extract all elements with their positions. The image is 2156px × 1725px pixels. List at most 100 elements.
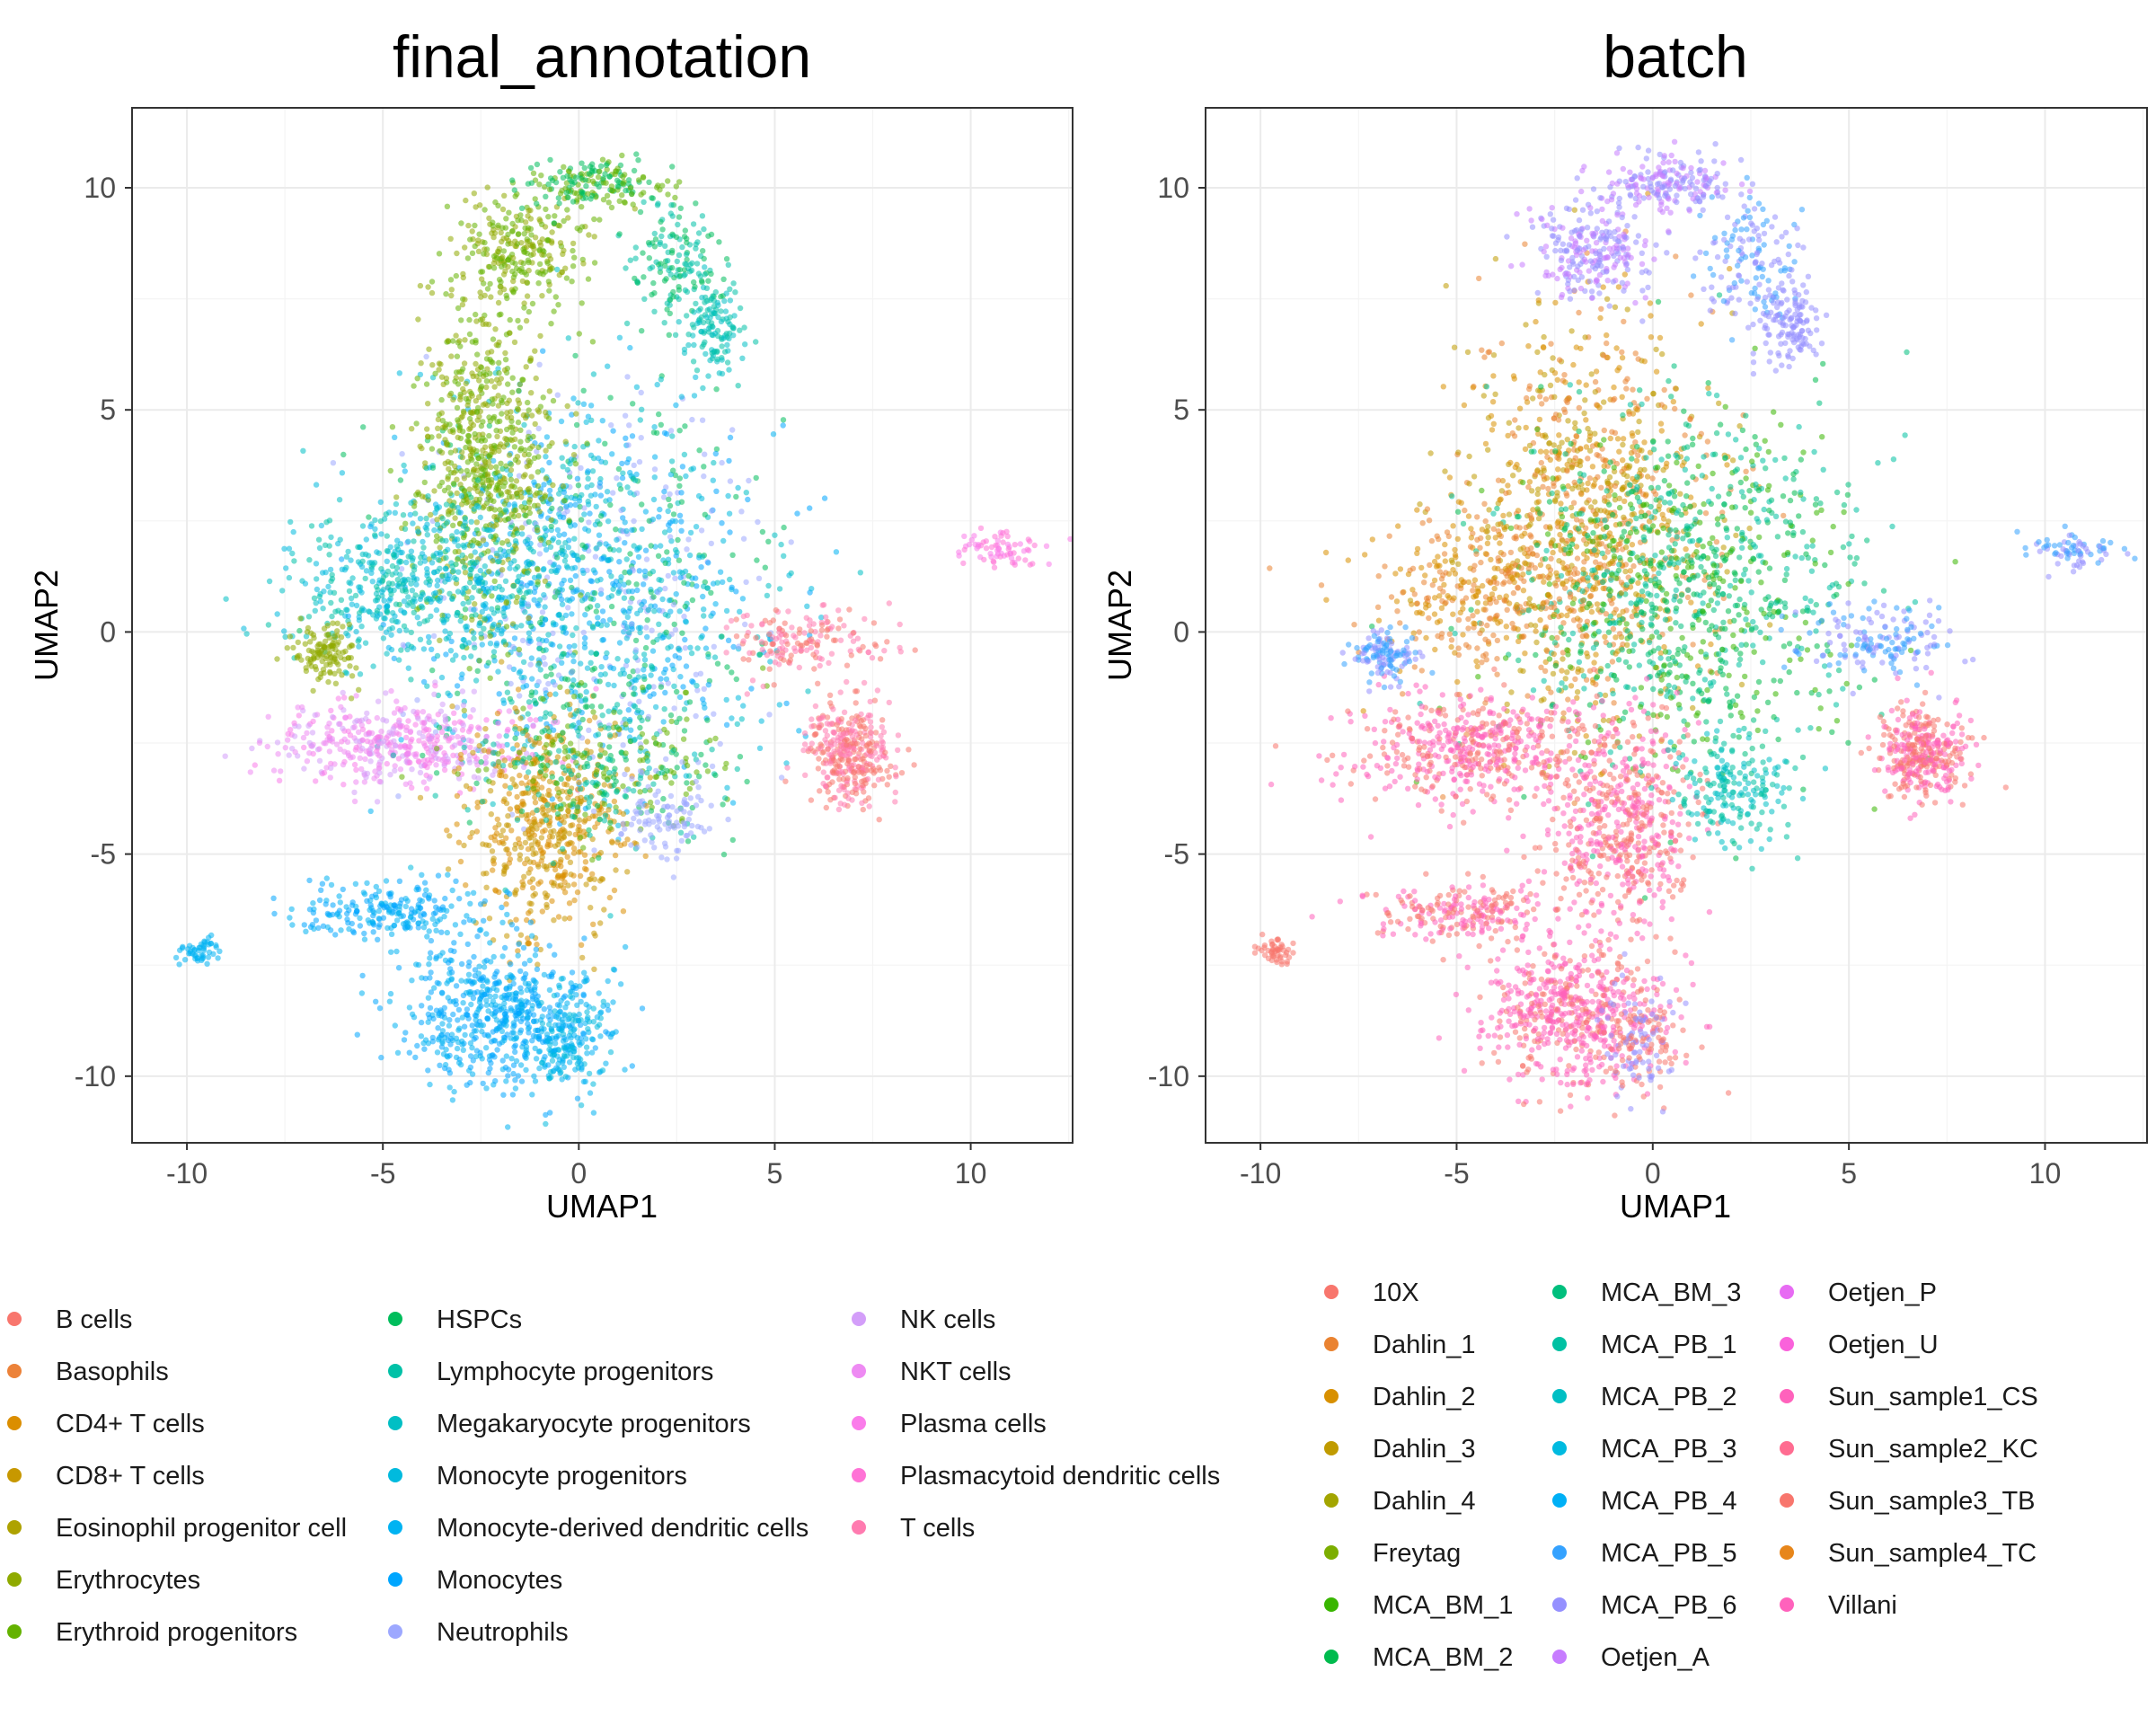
scatter-point — [638, 745, 644, 751]
scatter-point — [601, 782, 607, 788]
scatter-point — [437, 544, 443, 551]
scatter-point — [782, 647, 789, 653]
scatter-point — [573, 759, 579, 765]
scatter-point — [509, 719, 516, 725]
scatter-point — [494, 710, 501, 717]
scatter-point — [539, 908, 545, 915]
scatter-point — [580, 570, 587, 576]
scatter-point — [531, 816, 537, 822]
scatter-point — [782, 632, 790, 639]
scatter-point — [560, 845, 566, 852]
scatter-point — [625, 707, 632, 713]
scatter-point — [511, 635, 518, 641]
scatter-point — [735, 484, 741, 491]
scatter-point — [499, 919, 506, 925]
scatter-point — [874, 756, 880, 763]
scatter-point — [522, 415, 529, 421]
scatter-point — [499, 763, 507, 769]
scatter-point — [625, 442, 632, 448]
scatter-point — [590, 371, 597, 377]
scatter-point — [460, 429, 466, 435]
scatter-point — [592, 933, 598, 939]
scatter-point — [701, 686, 707, 692]
scatter-point — [747, 650, 753, 656]
scatter-point — [455, 569, 462, 575]
scatter-point — [508, 483, 515, 490]
scatter-point — [450, 752, 456, 758]
scatter-point — [622, 519, 628, 526]
scatter-point — [556, 748, 562, 754]
scatter-point — [464, 913, 470, 919]
scatter-point — [666, 496, 672, 502]
scatter-point — [667, 502, 674, 509]
scatter-point — [350, 929, 358, 936]
scatter-point — [318, 670, 324, 677]
scatter-point — [420, 720, 428, 726]
scatter-point — [656, 514, 662, 520]
scatter-point — [501, 757, 508, 764]
scatter-point — [543, 817, 550, 823]
scatter-point — [623, 556, 630, 562]
scatter-point — [623, 721, 629, 728]
scatter-point — [480, 585, 487, 592]
scatter-point — [610, 428, 616, 434]
scatter-point — [653, 730, 660, 738]
scatter-point — [288, 906, 295, 913]
scatter-point — [767, 659, 773, 665]
scatter-point — [615, 547, 623, 553]
scatter-point — [632, 647, 640, 653]
scatter-point — [546, 487, 553, 494]
scatter-point — [772, 532, 778, 538]
scatter-point — [543, 710, 549, 716]
scatter-point — [503, 463, 509, 469]
scatter-point — [586, 827, 592, 834]
scatter-point — [467, 713, 473, 721]
scatter-point — [853, 756, 859, 763]
scatter-point — [459, 552, 465, 559]
scatter-point — [522, 609, 528, 615]
scatter-point — [642, 644, 649, 651]
scatter-point — [528, 473, 535, 480]
scatter-point — [352, 592, 359, 599]
scatter-point — [414, 376, 420, 382]
scatter-point — [689, 416, 695, 423]
scatter-point — [621, 595, 628, 601]
scatter-point — [316, 897, 323, 904]
scatter-point — [529, 443, 535, 449]
scatter-point — [566, 643, 572, 650]
scatter-point — [312, 712, 318, 719]
scatter-point — [853, 700, 859, 706]
scatter-point — [512, 538, 519, 544]
scatter-point — [628, 727, 634, 733]
scatter-point — [645, 606, 651, 614]
scatter-point — [580, 754, 587, 761]
scatter-point — [493, 550, 499, 557]
scatter-point — [396, 627, 402, 634]
scatter-point — [676, 512, 684, 518]
scatter-point — [817, 632, 824, 639]
scatter-point — [603, 654, 609, 661]
scatter-point — [841, 623, 847, 629]
scatter-point — [712, 601, 719, 607]
scatter-point — [512, 735, 518, 741]
scatter-point — [371, 775, 377, 782]
scatter-point — [535, 502, 541, 509]
scatter-point — [543, 673, 550, 679]
scatter-point — [414, 615, 420, 621]
scatter-point — [345, 728, 351, 735]
scatter-point — [591, 885, 597, 891]
scatter-point — [553, 780, 560, 787]
scatter-point — [517, 968, 524, 975]
scatter-point — [424, 521, 430, 527]
scatter-point — [514, 742, 520, 748]
scatter-point — [372, 532, 378, 538]
scatter-point — [455, 733, 461, 740]
scatter-point — [641, 598, 648, 605]
scatter-point — [847, 632, 853, 639]
scatter-point — [473, 677, 480, 684]
scatter-point — [384, 650, 390, 657]
scatter-point — [577, 693, 584, 699]
scatter-point — [622, 792, 628, 800]
scatter-point — [374, 799, 381, 805]
scatter-point — [526, 489, 533, 495]
